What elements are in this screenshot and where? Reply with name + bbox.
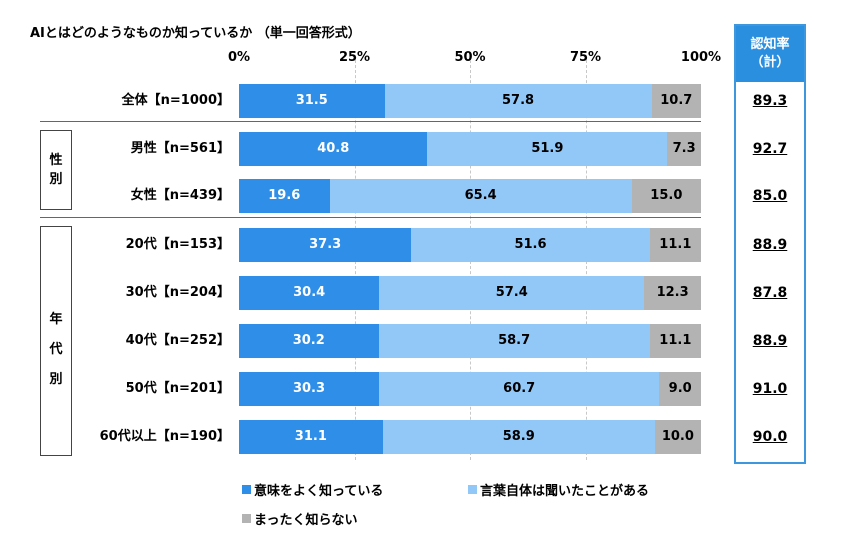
bar-segment: 51.6	[411, 228, 650, 262]
bar-segment: 57.8	[384, 84, 652, 118]
category-label: 全体【n=1000】	[121, 93, 230, 108]
legend-label: まったく知らない	[254, 513, 358, 528]
recognition-header-line1: 認知率	[750, 37, 790, 52]
stacked-bar: 31.1 58.9 10.0	[239, 420, 701, 454]
category-label: 男性【n=561】	[130, 141, 230, 156]
group-label-char: 別	[49, 172, 63, 187]
bar-segment: 30.4	[239, 276, 380, 310]
legend-swatch	[468, 485, 477, 494]
bar-segment: 30.3	[239, 372, 379, 406]
stacked-bar: 31.5 57.8 10.7	[239, 84, 701, 118]
stacked-bar: 30.3 60.7 9.0	[239, 372, 701, 406]
recognition-rate-value: 87.8	[752, 285, 788, 301]
bar-segment: 60.7	[378, 372, 660, 406]
recognition-rate-value: 88.9	[752, 333, 788, 349]
stacked-bar: 30.2 58.7 11.1	[239, 324, 701, 358]
group-label-age: 年 代 別	[40, 226, 72, 456]
category-label: 20代【n=153】	[125, 237, 230, 252]
bar-segment: 15.0	[631, 179, 701, 213]
category-label: 30代【n=204】	[125, 285, 230, 300]
group-label-char: 代	[49, 342, 63, 357]
separator-line	[40, 121, 701, 122]
recognition-header-line2: （計）	[750, 55, 790, 70]
legend-swatch	[242, 485, 251, 494]
category-label: 40代【n=252】	[125, 333, 230, 348]
chart-title: AIとはどのようなものか知っているか （単一回答形式）	[30, 26, 361, 41]
legend-item-not-known: まったく知らない	[242, 509, 357, 528]
bar-segment: 10.7	[651, 84, 701, 118]
stacked-bar: 19.6 65.4 15.0	[239, 179, 701, 213]
bar-segment: 31.1	[239, 420, 383, 454]
stacked-bar: 37.3 51.6 11.1	[239, 228, 701, 262]
bar-segment: 58.9	[382, 420, 655, 454]
x-tick-label: 75%	[569, 50, 602, 65]
legend-label: 言葉自体は聞いたことがある	[480, 484, 650, 499]
bar-segment: 51.9	[427, 132, 668, 166]
x-tick-label: 100%	[680, 50, 722, 65]
legend-label: 意味をよく知っている	[254, 484, 384, 499]
bar-segment: 40.8	[239, 132, 428, 166]
recognition-rate-header: 認知率 （計）	[736, 26, 804, 82]
bar-segment: 30.2	[239, 324, 379, 358]
group-label-char: 性	[49, 153, 63, 168]
category-label: 60代以上【n=190】	[99, 429, 230, 444]
x-tick-label: 25%	[338, 50, 371, 65]
bar-segment: 7.3	[667, 132, 701, 166]
bar-segment: 9.0	[659, 372, 701, 406]
legend-item-well-known: 意味をよく知っている	[242, 480, 383, 499]
recognition-rate-panel: 認知率 （計） 89.3 92.7 85.0 88.9 87.8 88.9 91.0 90.0	[734, 24, 806, 464]
category-label: 女性【n=439】	[130, 188, 230, 203]
bar-segment: 19.6	[239, 179, 330, 213]
bar-segment: 65.4	[329, 179, 632, 213]
category-label: 50代【n=201】	[125, 381, 230, 396]
stacked-bar: 30.4 57.4 12.3	[239, 276, 701, 310]
group-label-char: 別	[49, 372, 63, 387]
group-label-gender: 性 別	[40, 130, 72, 210]
legend-swatch	[242, 514, 251, 523]
recognition-rate-value: 92.7	[752, 141, 788, 157]
legend-item-heard-of: 言葉自体は聞いたことがある	[468, 480, 649, 499]
separator-line	[40, 217, 701, 218]
bar-segment: 12.3	[644, 276, 701, 310]
stacked-bar: 40.8 51.9 7.3	[239, 132, 701, 166]
bar-segment: 10.0	[654, 420, 701, 454]
bar-segment: 11.1	[649, 324, 701, 358]
bar-segment: 37.3	[239, 228, 412, 262]
recognition-rate-value: 89.3	[752, 93, 788, 109]
x-tick-label: 50%	[454, 50, 486, 65]
bar-segment: 57.4	[379, 276, 645, 310]
recognition-rate-value: 91.0	[752, 381, 788, 397]
recognition-rate-value: 88.9	[752, 237, 788, 253]
bar-segment: 58.7	[378, 324, 650, 358]
group-label-char: 年	[49, 312, 63, 327]
x-tick-label: 0%	[227, 50, 251, 65]
bar-segment: 11.1	[649, 228, 701, 262]
bar-segment: 31.5	[239, 84, 385, 118]
recognition-rate-value: 90.0	[752, 429, 788, 445]
recognition-rate-value: 85.0	[752, 188, 788, 204]
